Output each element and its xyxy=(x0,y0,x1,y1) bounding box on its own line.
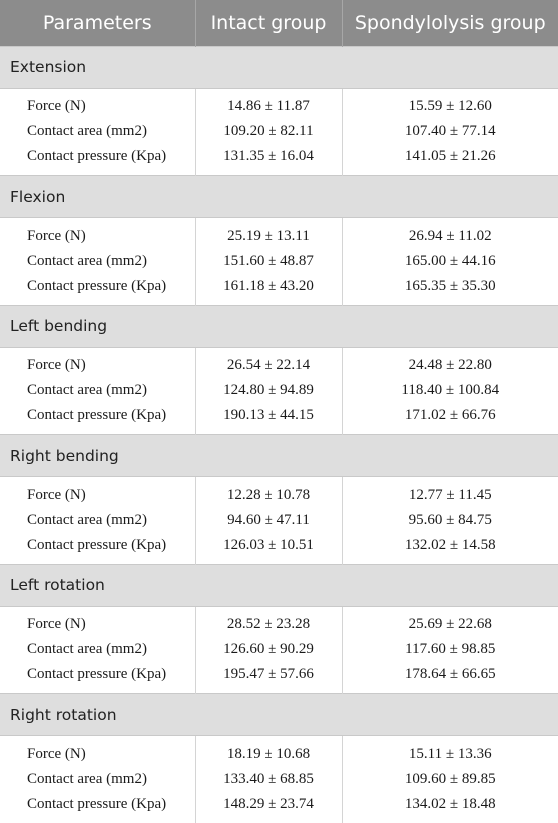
spondylolysis-value: 26.94 ± 11.02 xyxy=(408,227,492,244)
table-row: Contact area (mm2) 151.60 ± 48.87 165.00 ±… xyxy=(0,248,558,274)
group-label: Right rotation xyxy=(0,693,558,736)
intact-value: 148.29 ± 23.74 xyxy=(194,792,343,823)
spondylolysis-value: 118.40 ± 100.84 xyxy=(401,382,500,399)
parameter-name: Force (N) xyxy=(27,357,86,374)
spondylolysis-value: 109.60 ± 89.85 xyxy=(404,770,496,787)
table-row: Contact area (mm2) 124.80 ± 94.89 118.40 ±… xyxy=(0,378,558,404)
spondylolysis-value: 178.64 ± 66.65 xyxy=(404,666,496,683)
intact-value: 126.60 ± 90.29 xyxy=(194,637,343,663)
spondylolysis-value: 132.02 ± 14.58 xyxy=(404,536,496,553)
table-row: Contact pressure (Kpa) 195.47 ± 57.66 178.… xyxy=(0,662,558,694)
table-row: Contact pressure (Kpa) 126.03 ± 10.51 132.… xyxy=(0,533,558,564)
spondylolysis-value: 95.60 ± 84.75 xyxy=(408,511,492,528)
parameter-name: Force (N) xyxy=(27,616,86,633)
intact-value: 133.40 ± 68.85 xyxy=(194,766,343,792)
table-body: Extension Force (N) 14.86 ± 11.87 15.59 ± 1… xyxy=(0,45,558,823)
intact-value: 190.13 ± 44.15 xyxy=(194,403,343,435)
parameter-name: Contact area (mm2) xyxy=(27,382,147,399)
group-label: Flexion xyxy=(0,175,558,218)
parameter-name: Contact pressure (Kpa) xyxy=(27,796,167,812)
parameter-name: Contact pressure (Kpa) xyxy=(27,277,167,294)
table-row: Force (N) 18.19 ± 10.68 15.11 ± 13.36 xyxy=(0,735,558,767)
spondylolysis-value: 165.00 ± 44.16 xyxy=(404,252,496,269)
intact-value: 18.19 ± 10.68 xyxy=(194,735,343,767)
parameter-name: Contact area (mm2) xyxy=(27,770,147,787)
table-row: Force (N) 28.52 ± 23.28 25.69 ± 22.68 xyxy=(0,606,558,637)
parameter-name: Contact area (mm2) xyxy=(27,252,147,269)
spondylolysis-value: 15.59 ± 12.60 xyxy=(408,98,492,115)
intact-value: 12.28 ± 10.78 xyxy=(194,476,343,508)
spondylolysis-value: 165.35 ± 35.30 xyxy=(404,277,496,294)
intact-value: 151.60 ± 48.87 xyxy=(194,248,343,274)
group-header-row: Left bending xyxy=(0,304,558,348)
table-row: Contact pressure (Kpa) 190.13 ± 44.15 171.… xyxy=(0,403,558,435)
parameter-name: Contact pressure (Kpa) xyxy=(27,148,167,165)
parameter-name: Contact area (mm2) xyxy=(27,641,147,658)
group-header-row: Left rotation xyxy=(0,563,558,607)
group-header-row: Extension xyxy=(0,45,558,89)
intact-value: 14.86 ± 11.87 xyxy=(194,88,343,119)
spondylolysis-value: 107.40 ± 77.14 xyxy=(404,123,496,140)
group-label: Right bending xyxy=(0,434,558,477)
parameter-name: Contact area (mm2) xyxy=(27,123,147,140)
intact-value: 126.03 ± 10.51 xyxy=(194,533,343,564)
parameter-name: Contact pressure (Kpa) xyxy=(27,536,167,553)
spondylolysis-value: 117.60 ± 98.85 xyxy=(405,641,496,658)
table-row: Contact area (mm2) 109.20 ± 82.11 107.40 ±… xyxy=(0,119,558,145)
parameter-name: Contact pressure (Kpa) xyxy=(27,407,167,424)
spondylolysis-value: 15.11 ± 13.36 xyxy=(408,745,492,762)
spondylolysis-value: 12.77 ± 11.45 xyxy=(408,486,492,503)
parameter-name: Force (N) xyxy=(27,745,86,762)
intact-value: 124.80 ± 94.89 xyxy=(194,378,343,404)
spondylolysis-value: 141.05 ± 21.26 xyxy=(404,148,496,165)
table-row: Contact area (mm2) 126.60 ± 90.29 117.60 ±… xyxy=(0,637,558,663)
table-row: Contact pressure (Kpa) 131.35 ± 16.04 141.… xyxy=(0,144,558,176)
group-label: Left rotation xyxy=(0,563,558,607)
header-row: Parameters Intact group Spondylolysis gr… xyxy=(0,0,558,46)
parameter-name: Force (N) xyxy=(27,227,86,244)
intact-value: 26.54 ± 22.14 xyxy=(194,347,343,378)
intact-value: 195.47 ± 57.66 xyxy=(194,662,343,694)
parameter-name: Contact pressure (Kpa) xyxy=(27,666,167,683)
table-row: Force (N) 14.86 ± 11.87 15.59 ± 12.60 xyxy=(0,88,558,119)
intact-value: 161.18 ± 43.20 xyxy=(194,274,343,305)
spondylolysis-value: 24.48 ± 22.80 xyxy=(408,357,492,374)
intact-value: 28.52 ± 23.28 xyxy=(194,606,343,637)
group-label: Extension xyxy=(0,45,558,89)
group-header-row: Right bending xyxy=(0,434,558,477)
parameter-name: Force (N) xyxy=(27,486,86,503)
parameter-name: Force (N) xyxy=(27,98,86,115)
header-spondylolysis-group: Spondylolysis group xyxy=(342,0,558,46)
spondylolysis-value: 25.69 ± 22.68 xyxy=(408,616,492,633)
table-header: Parameters Intact group Spondylolysis gr… xyxy=(0,0,558,46)
table-row: Force (N) 25.19 ± 13.11 26.94 ± 11.02 xyxy=(0,217,558,249)
intact-value: 131.35 ± 16.04 xyxy=(194,144,343,176)
header-intact-group: Intact group xyxy=(195,0,343,46)
group-header-row: Flexion xyxy=(0,175,558,218)
intact-value: 94.60 ± 47.11 xyxy=(194,507,343,533)
intact-value: 109.20 ± 82.11 xyxy=(194,119,343,145)
table-row: Contact pressure (Kpa) 161.18 ± 43.20 165.… xyxy=(0,274,558,305)
intact-value: 25.19 ± 13.11 xyxy=(194,217,343,249)
group-header-row: Right rotation xyxy=(0,693,558,736)
header-parameters: Parameters xyxy=(0,0,196,46)
group-label: Left bending xyxy=(0,304,558,348)
table-row: Contact pressure (Kpa) 148.29 ± 23.74 134.… xyxy=(0,792,558,823)
table-row: Force (N) 26.54 ± 22.14 24.48 ± 22.80 xyxy=(0,347,558,378)
table-row: Contact area (mm2) 133.40 ± 68.85 109.60 ±… xyxy=(0,766,558,792)
spondylolysis-value: 134.02 ± 18.48 xyxy=(404,796,496,812)
parameter-name: Contact area (mm2) xyxy=(27,511,147,528)
table-row: Force (N) 12.28 ± 10.78 12.77 ± 11.45 xyxy=(0,476,558,508)
spondylolysis-value: 171.02 ± 66.76 xyxy=(404,407,496,424)
table-row: Contact area (mm2) 94.60 ± 47.11 95.60 ± 8… xyxy=(0,507,558,533)
